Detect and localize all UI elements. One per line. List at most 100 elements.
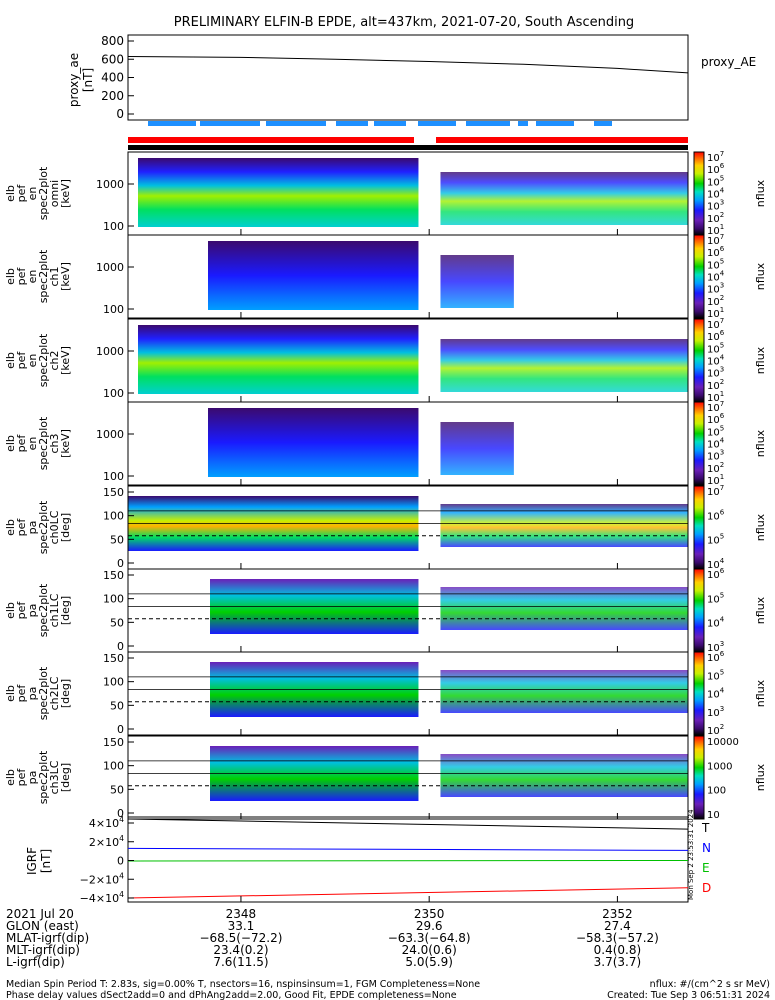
colorbar-label: nflux [754,179,767,207]
igrf-side-stamp: Mon Sep 2 23:53:31 2024 [687,809,695,900]
blue-bar-segment [466,121,510,126]
x-tick-label: 2350 [414,907,445,921]
blue-bar-segment [266,121,326,126]
igrf-legend-N: N [702,841,711,855]
colorbar [693,318,705,403]
blue-bar-segment [594,121,612,126]
blue-bar-segment [418,121,456,126]
panel-ylabel: elbpefpaspec2plotch1LC[deg] [4,583,72,637]
blue-bar-segment [518,121,528,126]
x-tick-label: 2348 [226,907,257,921]
footer-line2-right: Created: Tue Sep 3 06:51:31 2024 [607,990,770,1000]
column-value: 27.4 [604,919,631,933]
colorbar-tick-label: 107 [707,484,724,498]
colorbar-tick-label: 10000 [707,737,739,748]
panel-tick-label: 150 [103,652,124,665]
panel-tick-label: 150 [103,486,124,499]
proxy-ae-panel: 800 600 400 200 0 proxy_ae[nT] proxy_AE [67,34,756,121]
panel-tick-label: 1000 [96,428,124,441]
igrf-tick-label: 0 [117,855,124,868]
colorbar [693,568,705,653]
panel-ylabel: elbpefenspec2plotch2[keV] [4,333,72,387]
spectrogram-panel-5: 150 100 50 0 elbpefpaspec2plotch1LC[deg] 106 1… [4,567,767,654]
colorbar-label: nflux [754,429,767,457]
colorbar [693,401,705,486]
colorbar [693,735,705,820]
colorbar [693,651,705,736]
colorbar [693,151,705,236]
igrf-line-E [127,860,689,862]
panel-tick-label: 100 [103,760,124,773]
colorbar-tick-label: 106 [707,508,725,522]
column-value: 3.7(3.7) [594,955,642,969]
column-value: 7.6(11.5) [213,955,268,969]
igrf-tick-label: −4×104 [80,890,124,905]
blue-bar-segment [148,121,196,126]
blue-bar-segment [200,121,260,126]
colorbar-label: nflux [754,679,767,707]
spectrogram-fill [208,408,419,477]
spectrogram-panel-1: 1000100elbpefenspec2plotch1[keV]10710610… [4,233,767,320]
colorbar-label: nflux [754,763,767,791]
igrf-line-D [127,887,689,899]
colorbar-tick-label: 105 [707,533,724,547]
panel-tick-label: 1000 [96,261,124,274]
igrf-line-N [127,847,689,851]
panel-tick-label: 1000 [96,178,124,191]
figure-title: PRELIMINARY ELFIN-B EPDE, alt=437km, 202… [174,15,634,30]
x-tick-label: 2352 [602,907,633,921]
panel-ylabel: elbpefenspec2plotomni[keV] [4,166,72,220]
spectrogram-fill [440,172,688,225]
spectrogram-panel-6: 150 100 50 0 elbpefpaspec2plotch2LC[deg] 106 1… [4,650,767,737]
panel-tick-label: 100 [103,510,124,523]
column-value: 0.4(0.8) [594,943,642,957]
footer-line2: Phase delay values dSect2add=0 and dPhAn… [6,990,457,1000]
column-value: −63.3(−64.8) [388,931,471,945]
igrf-tick-label: 2×104 [89,834,124,849]
igrf-legend-E: E [702,861,710,875]
panel-frame [127,735,689,820]
colorbar-tick-label: 104 [707,687,725,701]
colorbar-tick-label: 102 [707,723,724,737]
red-bar-segment [128,137,414,143]
row-label: 2021 Jul 20 [6,907,74,921]
colorbar-tick-label: 105 [707,668,724,682]
panel-tick-label: 50 [110,783,124,796]
row-label: L-igrf(dip) [6,955,65,969]
panel-tick-label: 1000 [96,345,124,358]
igrf-yticks: 4×104 2×104 0 −2×104 −4×104 [80,815,134,905]
spectrogram-fill [440,754,688,797]
spectrogram-fill [138,158,419,227]
spectrogram-fill [440,504,688,547]
black-bar [128,145,688,150]
panel-tick-label: 100 [103,303,124,316]
panel-tick-label: 0 [117,557,124,570]
row-label: GLON (east) [6,919,79,933]
panel-frame [127,234,689,319]
spectrogram-panel-2: 1000100elbpefenspec2plotch2[keV]10710610… [4,317,767,404]
column-value: 33.1 [228,919,255,933]
igrf-tick-label: 4×104 [89,815,124,830]
blue-bar-segment [374,121,406,126]
colorbar-label: nflux [754,346,767,374]
panel-ylabel: elbpefpaspec2plotch2LC[deg] [4,666,72,720]
proxy-ae-tick-label: 600 [101,52,124,66]
spectrogram-panel-4: 150 100 50 0 elbpefpaspec2plotch0LC[deg] 107 1… [4,484,767,571]
panel-tick-label: 0 [117,723,124,736]
colorbar-label: nflux [754,596,767,624]
colorbar-tick-label: 106 [707,567,725,581]
proxy-ae-legend: proxy_AE [701,55,756,69]
row-label: MLT-igrf(dip) [6,943,80,957]
proxy-ae-tick-label: 200 [101,89,124,103]
proxy-ae-tick-label: 400 [101,71,124,85]
panel-tick-label: 50 [110,533,124,546]
proxy-ae-tick-label: 0 [116,107,124,121]
colorbar-label: nflux [754,513,767,541]
colorbar-tick-label: 1000 [707,761,732,772]
panel-tick-label: 100 [103,470,124,483]
panel-tick-label: 150 [103,736,124,749]
